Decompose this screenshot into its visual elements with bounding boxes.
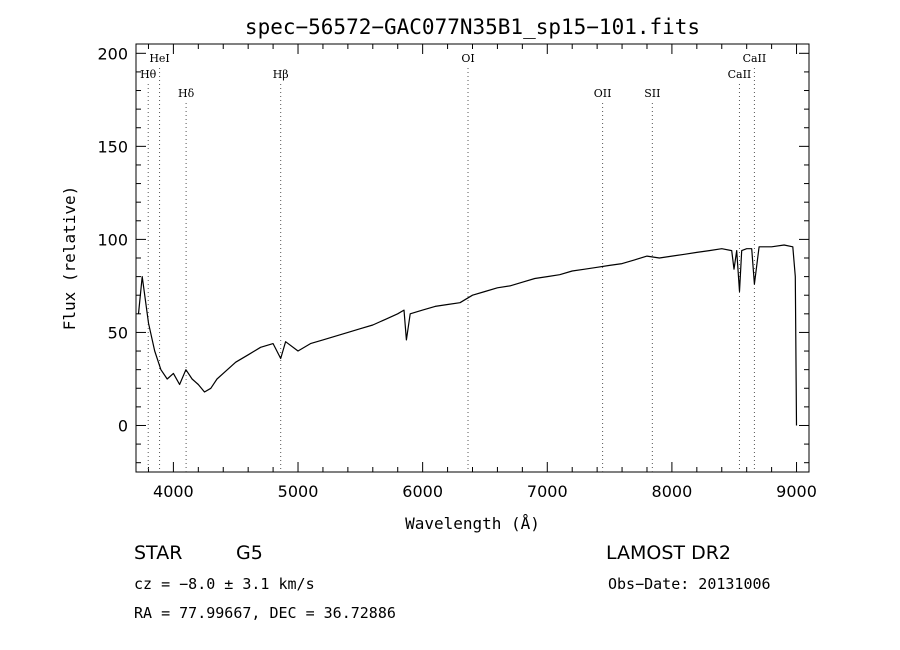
spectral-line-label: CaII: [728, 68, 752, 81]
spectral-line-label: Hβ: [273, 68, 289, 81]
y-tick-label: 200: [97, 44, 128, 63]
spectral-line-label: OI: [461, 52, 474, 65]
y-tick-label: 100: [97, 230, 128, 249]
y-tick-label: 150: [97, 137, 128, 156]
spectral-line-label: OII: [594, 87, 612, 100]
object-subclass: G5: [236, 542, 263, 564]
spectral-line-label: Hδ: [178, 87, 195, 100]
spectral-line-label: Hθ: [140, 68, 157, 81]
redshift-cz: cz = −8.0 ± 3.1 km/s: [134, 575, 315, 593]
spectral-line-label: HeI: [149, 52, 169, 65]
flux-series-line: [137, 244, 798, 426]
x-tick-label: 6000: [402, 482, 443, 501]
object-class: STAR: [134, 542, 183, 564]
y-tick-label: 50: [108, 323, 128, 342]
x-tick-label: 4000: [153, 482, 194, 501]
chart-title: spec−56572−GAC077N35B1_sp15−101.fits: [245, 15, 700, 39]
survey-release: LAMOST DR2: [606, 542, 731, 564]
spectral-line-label: CaII: [743, 52, 767, 65]
spectral-line-label: SII: [644, 87, 660, 100]
y-axis-label: Flux (relative): [60, 186, 79, 331]
x-axis-label: Wavelength (Å): [405, 514, 540, 533]
plot-frame: [135, 43, 810, 473]
x-tick-label: 7000: [527, 482, 568, 501]
x-tick-label: 8000: [652, 482, 693, 501]
x-tick-label: 9000: [776, 482, 817, 501]
x-tick-label: 5000: [278, 482, 319, 501]
coordinates: RA = 77.99667, DEC = 36.72886: [134, 604, 396, 622]
y-tick-label: 0: [118, 416, 128, 435]
observation-date: Obs−Date: 20131006: [608, 575, 771, 593]
